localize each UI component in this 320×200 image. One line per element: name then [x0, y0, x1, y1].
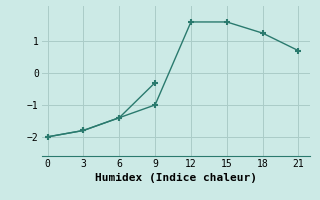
X-axis label: Humidex (Indice chaleur): Humidex (Indice chaleur): [95, 173, 257, 183]
